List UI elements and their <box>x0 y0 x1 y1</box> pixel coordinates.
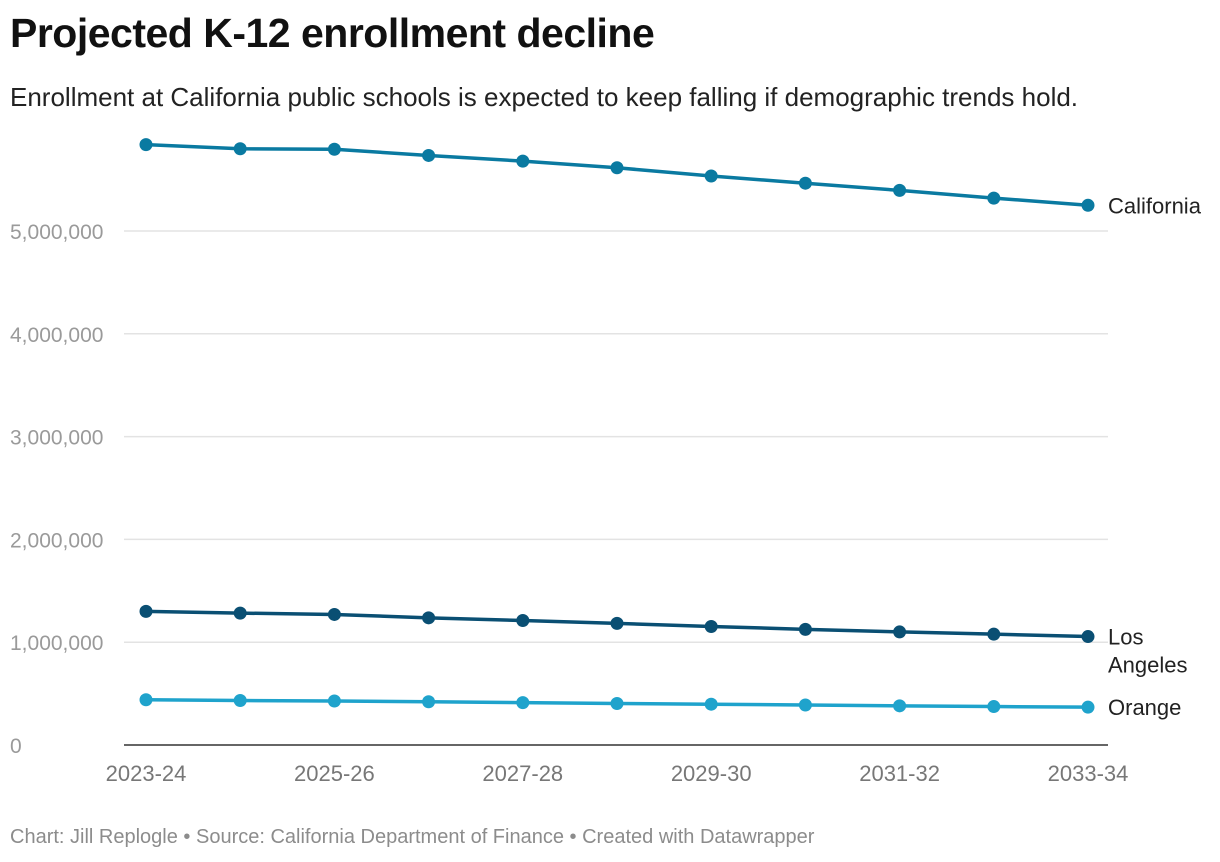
data-point <box>610 696 624 710</box>
data-point <box>1081 700 1095 714</box>
data-point <box>422 148 436 162</box>
x-tick-label: 2025-26 <box>294 761 375 786</box>
data-point <box>233 693 247 707</box>
chart-title: Projected K-12 enrollment decline <box>10 10 655 56</box>
data-point <box>422 611 436 625</box>
y-tick-label: 4,000,000 <box>10 324 103 347</box>
chart-footer: Chart: Jill Replogle • Source: Californi… <box>10 826 814 849</box>
y-tick-label: 1,000,000 <box>10 632 103 655</box>
data-point <box>987 627 1001 641</box>
y-tick-label: 5,000,000 <box>10 221 103 244</box>
data-point <box>987 700 1001 714</box>
x-tick-label: 2033-34 <box>1048 761 1129 786</box>
data-point <box>327 142 341 156</box>
data-point <box>139 138 153 152</box>
data-point <box>893 699 907 713</box>
series-label: Orange <box>1108 695 1181 720</box>
series-label: Los <box>1108 625 1143 650</box>
x-axis: 2023-24 2025-26 2027-28 2029-30 2031-32 2033-… <box>106 761 1129 786</box>
tool-credit-link[interactable]: Created with Datawrapper <box>582 826 815 848</box>
data-point <box>1081 198 1095 212</box>
y-tick-label: 0 <box>10 735 22 758</box>
data-point <box>798 698 812 712</box>
data-point <box>704 697 718 711</box>
data-point <box>610 161 624 175</box>
data-point <box>1081 630 1095 644</box>
data-point <box>516 696 530 710</box>
series-label: California <box>1108 193 1202 218</box>
data-point <box>798 622 812 636</box>
series-label: Angeles <box>1108 653 1188 678</box>
y-tick-label: 2,000,000 <box>10 529 103 552</box>
data-point <box>422 695 436 709</box>
footer-separator: • <box>569 826 577 848</box>
data-point <box>327 607 341 621</box>
y-axis: 0 1,000,000 2,000,000 3,000,000 4,000,000 5,0… <box>10 221 103 758</box>
data-point <box>893 183 907 197</box>
data-point <box>987 191 1001 205</box>
data-point <box>139 604 153 618</box>
x-tick-label: 2027-28 <box>482 761 563 786</box>
grid-layer <box>124 230 1108 746</box>
x-tick-label: 2023-24 <box>106 761 187 786</box>
chart-subtitle: Enrollment at California public schools … <box>10 82 1079 112</box>
x-tick-label: 2031-32 <box>859 761 940 786</box>
data-point <box>233 142 247 156</box>
data-point <box>704 619 718 633</box>
credit-text: Chart: Jill Replogle <box>10 826 178 848</box>
data-point <box>516 614 530 628</box>
data-point <box>610 616 624 630</box>
data-point <box>327 694 341 708</box>
y-tick-label: 3,000,000 <box>10 427 103 450</box>
data-point <box>516 154 530 168</box>
series-layer <box>139 138 1095 714</box>
data-point <box>798 176 812 190</box>
x-tick-label: 2029-30 <box>671 761 752 786</box>
series-labels: California Los Angeles Orange <box>1108 193 1202 720</box>
data-point <box>893 625 907 639</box>
data-point <box>704 169 718 183</box>
footer-separator: • <box>183 826 191 848</box>
source-text: Source: California Department of Finance <box>196 826 564 848</box>
data-point <box>139 693 153 707</box>
series-line <box>144 142 1090 208</box>
data-point <box>233 606 247 620</box>
